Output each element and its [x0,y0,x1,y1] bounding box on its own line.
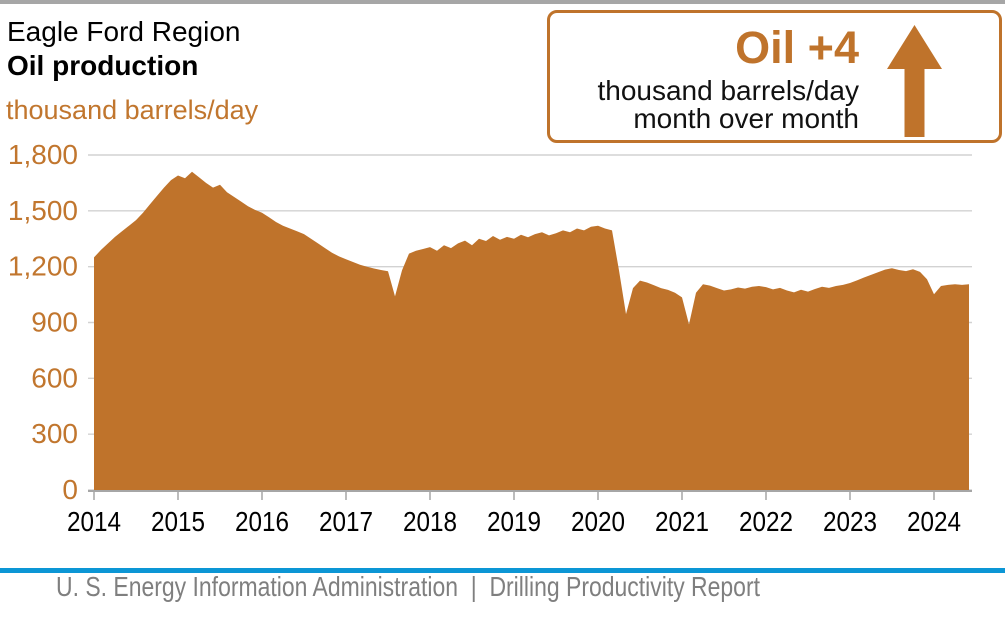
x-axis-tick-label: 2019 [487,506,541,537]
footer-rule [0,568,1005,573]
callout-headline: Oil +4 [735,22,859,73]
y-axis-tick-label: 0 [62,474,78,505]
y-axis-tick-label: 1,200 [8,251,78,282]
chart-title: Oil production [7,50,199,81]
oil-production-area [94,171,969,491]
x-axis-tick-label: 2016 [235,506,289,537]
x-axis-tick-label: 2021 [655,506,709,537]
up-arrow-icon [887,25,942,137]
x-axis-tick-label: 2018 [403,506,457,537]
y-axis-tick-label: 1,500 [8,195,78,226]
x-axis-tick-label: 2022 [739,506,793,537]
top-accent-bar [0,0,1005,4]
x-axis-tick-label: 2024 [907,506,961,537]
footer-source-text: U. S. Energy Information Administration … [56,571,760,602]
y-axis-tick-label: 300 [31,418,78,449]
month-over-month-callout: Oil +4 thousand barrels/day month over m… [547,10,1002,143]
y-axis-tick-label: 600 [31,362,78,393]
y-axis-tick-label: 900 [31,307,78,338]
up-arrow-shape [887,25,942,137]
region-title: Eagle Ford Region [7,16,241,47]
callout-period-line: month over month [633,103,859,134]
x-axis-tick-label: 2015 [151,506,205,537]
x-axis-tick-label: 2014 [67,506,121,537]
callout-unit-line: thousand barrels/day [597,75,859,106]
y-axis-tick-label: 1,800 [8,139,78,170]
x-axis-tick-label: 2017 [319,506,373,537]
callout-text-column: Oil +4 thousand barrels/day month over m… [597,19,859,133]
x-axis-tick-label: 2023 [823,506,877,537]
x-axis-tick-label: 2020 [571,506,625,537]
axis-unit-label: thousand barrels/day [6,95,259,125]
